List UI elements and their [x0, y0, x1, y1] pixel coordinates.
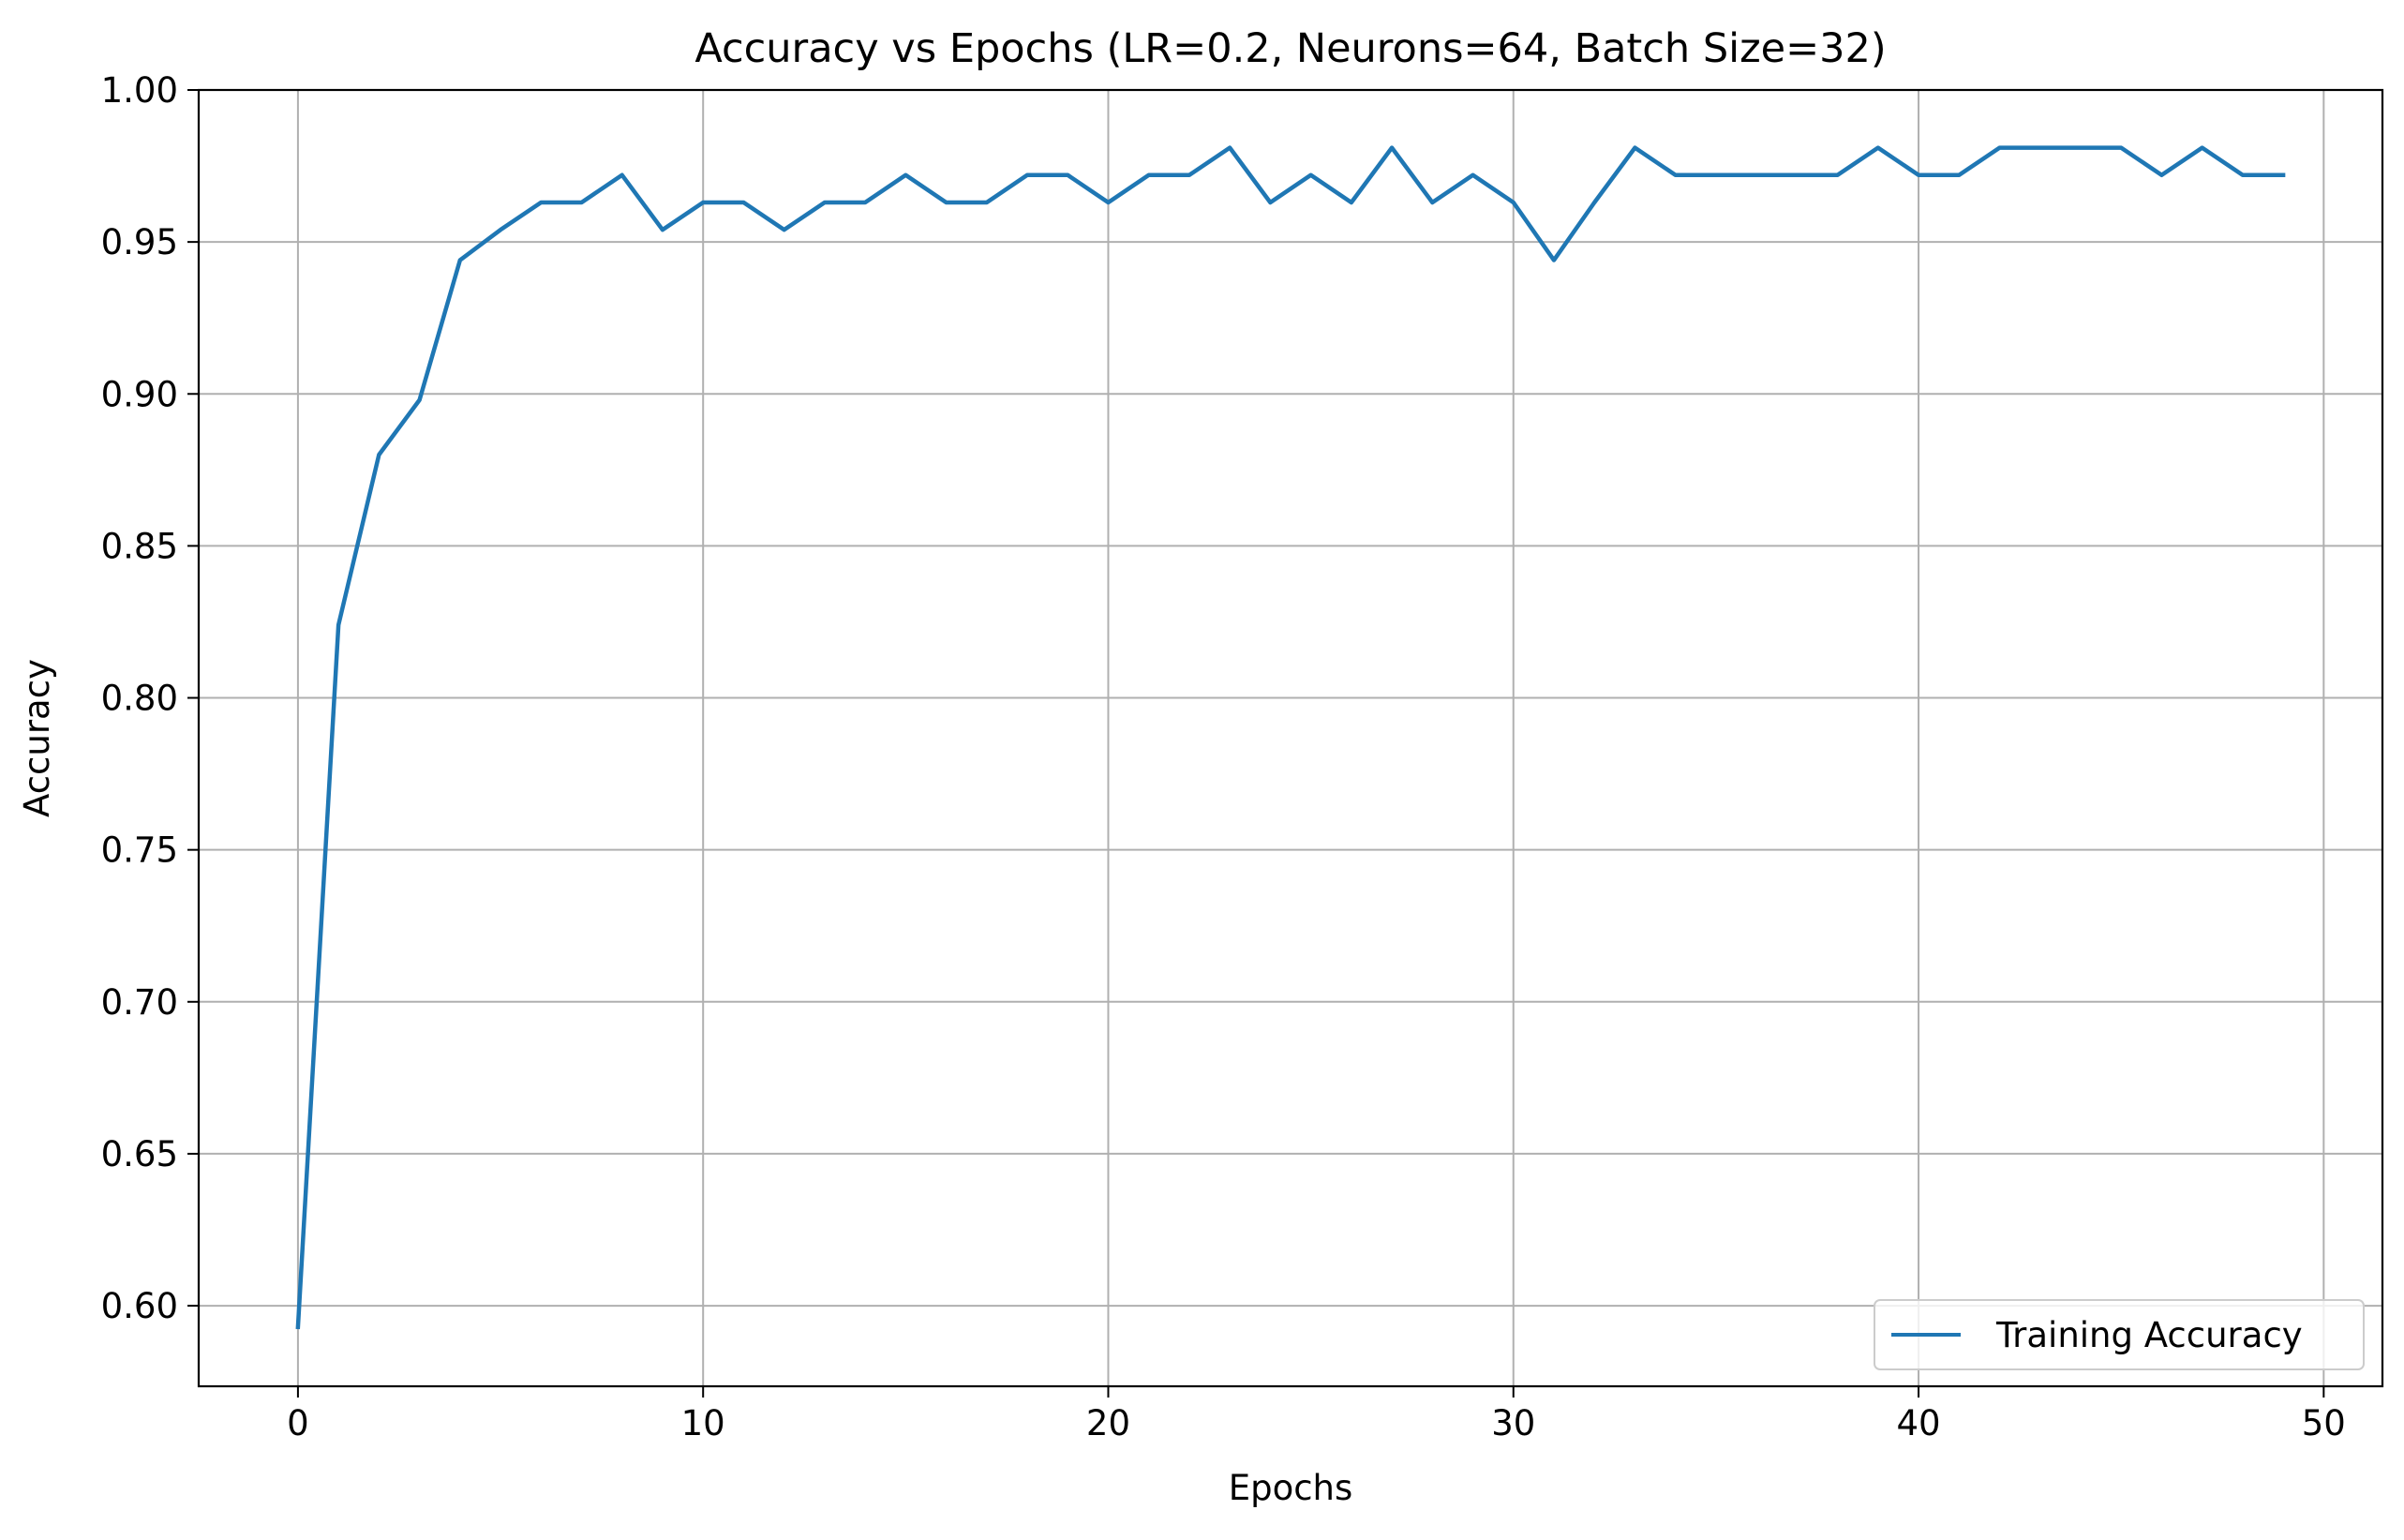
plot-frame	[197, 88, 2384, 1388]
data-point	[417, 397, 423, 403]
y-tick-label: 0.70	[101, 982, 178, 1023]
y-tick-label: 0.80	[101, 679, 178, 719]
data-point	[822, 200, 828, 205]
data-point	[538, 200, 544, 205]
data-point	[1835, 172, 1841, 178]
data-point	[336, 622, 341, 628]
data-point	[782, 227, 787, 232]
x-axis-label: Epochs	[1229, 1468, 1353, 1508]
data-point	[1267, 200, 1273, 205]
data-point	[903, 172, 908, 178]
y-tick-label: 0.85	[101, 526, 178, 566]
data-point	[2200, 145, 2205, 151]
legend-label: Training Accuracy	[1995, 1315, 2303, 1355]
data-point	[2038, 145, 2043, 151]
data-point	[740, 200, 746, 205]
data-point	[620, 172, 625, 178]
data-point	[2158, 172, 2164, 178]
data-point	[2118, 145, 2124, 151]
y-axis-label: Accuracy	[17, 659, 57, 817]
series-layer	[295, 145, 2286, 1330]
y-tick-label: 1.00	[101, 70, 178, 111]
data-point	[457, 258, 463, 263]
data-point	[984, 200, 990, 205]
y-tick-label: 0.75	[101, 830, 178, 871]
data-point	[1956, 172, 1962, 178]
data-point	[295, 1324, 301, 1330]
data-point	[660, 227, 665, 232]
y-tick-label: 0.95	[101, 222, 178, 262]
data-point	[1996, 145, 2002, 151]
data-point	[862, 200, 868, 205]
data-point	[498, 227, 503, 232]
data-point	[1916, 172, 1921, 178]
x-tick-label: 10	[681, 1403, 725, 1443]
y-tick-label: 0.60	[101, 1286, 178, 1326]
data-point	[1632, 145, 1637, 151]
data-point	[1673, 172, 1679, 178]
y-tick-label: 0.65	[101, 1134, 178, 1174]
x-tick-label: 0	[287, 1403, 309, 1443]
data-point	[376, 452, 381, 457]
data-point	[2078, 145, 2083, 151]
data-point	[1794, 172, 1799, 178]
x-tick-label: 50	[2302, 1403, 2346, 1443]
data-point	[1065, 172, 1070, 178]
data-point	[1754, 172, 1759, 178]
data-point	[1591, 200, 1597, 205]
data-point	[1227, 145, 1232, 151]
data-point	[700, 200, 706, 205]
data-point	[579, 200, 585, 205]
data-point	[1146, 172, 1152, 178]
axis-ticks: 0 10 20 30 40 50 0.60 0.65 0.70 0.75 0.80 0.85 0.90 0…	[101, 70, 2346, 1443]
legend: Training Accuracy	[1874, 1299, 2365, 1370]
data-point	[1713, 172, 1719, 178]
data-point	[1511, 200, 1516, 205]
data-point	[1875, 145, 1881, 151]
data-point	[1471, 172, 1476, 178]
data-point	[1187, 172, 1192, 178]
x-tick-label: 40	[1896, 1403, 1940, 1443]
legend-box	[1874, 1299, 2365, 1370]
data-point	[1308, 172, 1314, 178]
data-point	[2240, 172, 2246, 178]
data-point	[2280, 172, 2286, 178]
x-tick-label: 20	[1086, 1403, 1130, 1443]
data-point	[1105, 200, 1111, 205]
series-line	[295, 145, 2286, 1330]
chart-title: Accuracy vs Epochs (LR=0.2, Neurons=64, …	[694, 25, 1886, 72]
data-point	[1551, 258, 1557, 263]
y-tick-label: 0.90	[101, 374, 178, 414]
data-point	[1024, 172, 1030, 178]
data-point	[1429, 200, 1435, 205]
data-point	[1389, 145, 1395, 151]
data-point	[1349, 200, 1354, 205]
x-tick-label: 30	[1491, 1403, 1535, 1443]
data-point	[944, 200, 949, 205]
